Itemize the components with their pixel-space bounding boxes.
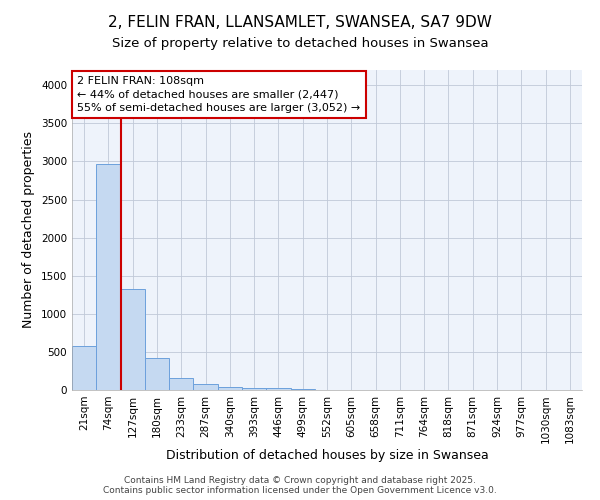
X-axis label: Distribution of detached houses by size in Swansea: Distribution of detached houses by size … (166, 449, 488, 462)
Bar (218, 386, 242, 390)
Bar (121, 290, 145, 390)
Bar (145, 358, 169, 390)
Bar (290, 389, 315, 390)
Bar (266, 388, 290, 390)
Text: 2 FELIN FRAN: 108sqm
← 44% of detached houses are smaller (2,447)
55% of semi-de: 2 FELIN FRAN: 108sqm ← 44% of detached h… (77, 76, 361, 113)
Bar (72, 346, 96, 390)
Text: Contains HM Land Registry data © Crown copyright and database right 2025.
Contai: Contains HM Land Registry data © Crown c… (103, 476, 497, 495)
Bar (193, 384, 218, 390)
Bar (96, 164, 121, 390)
Text: Size of property relative to detached houses in Swansea: Size of property relative to detached ho… (112, 38, 488, 51)
Bar (242, 388, 266, 390)
Text: 2, FELIN FRAN, LLANSAMLET, SWANSEA, SA7 9DW: 2, FELIN FRAN, LLANSAMLET, SWANSEA, SA7 … (108, 15, 492, 30)
Bar (169, 378, 193, 390)
Y-axis label: Number of detached properties: Number of detached properties (22, 132, 35, 328)
